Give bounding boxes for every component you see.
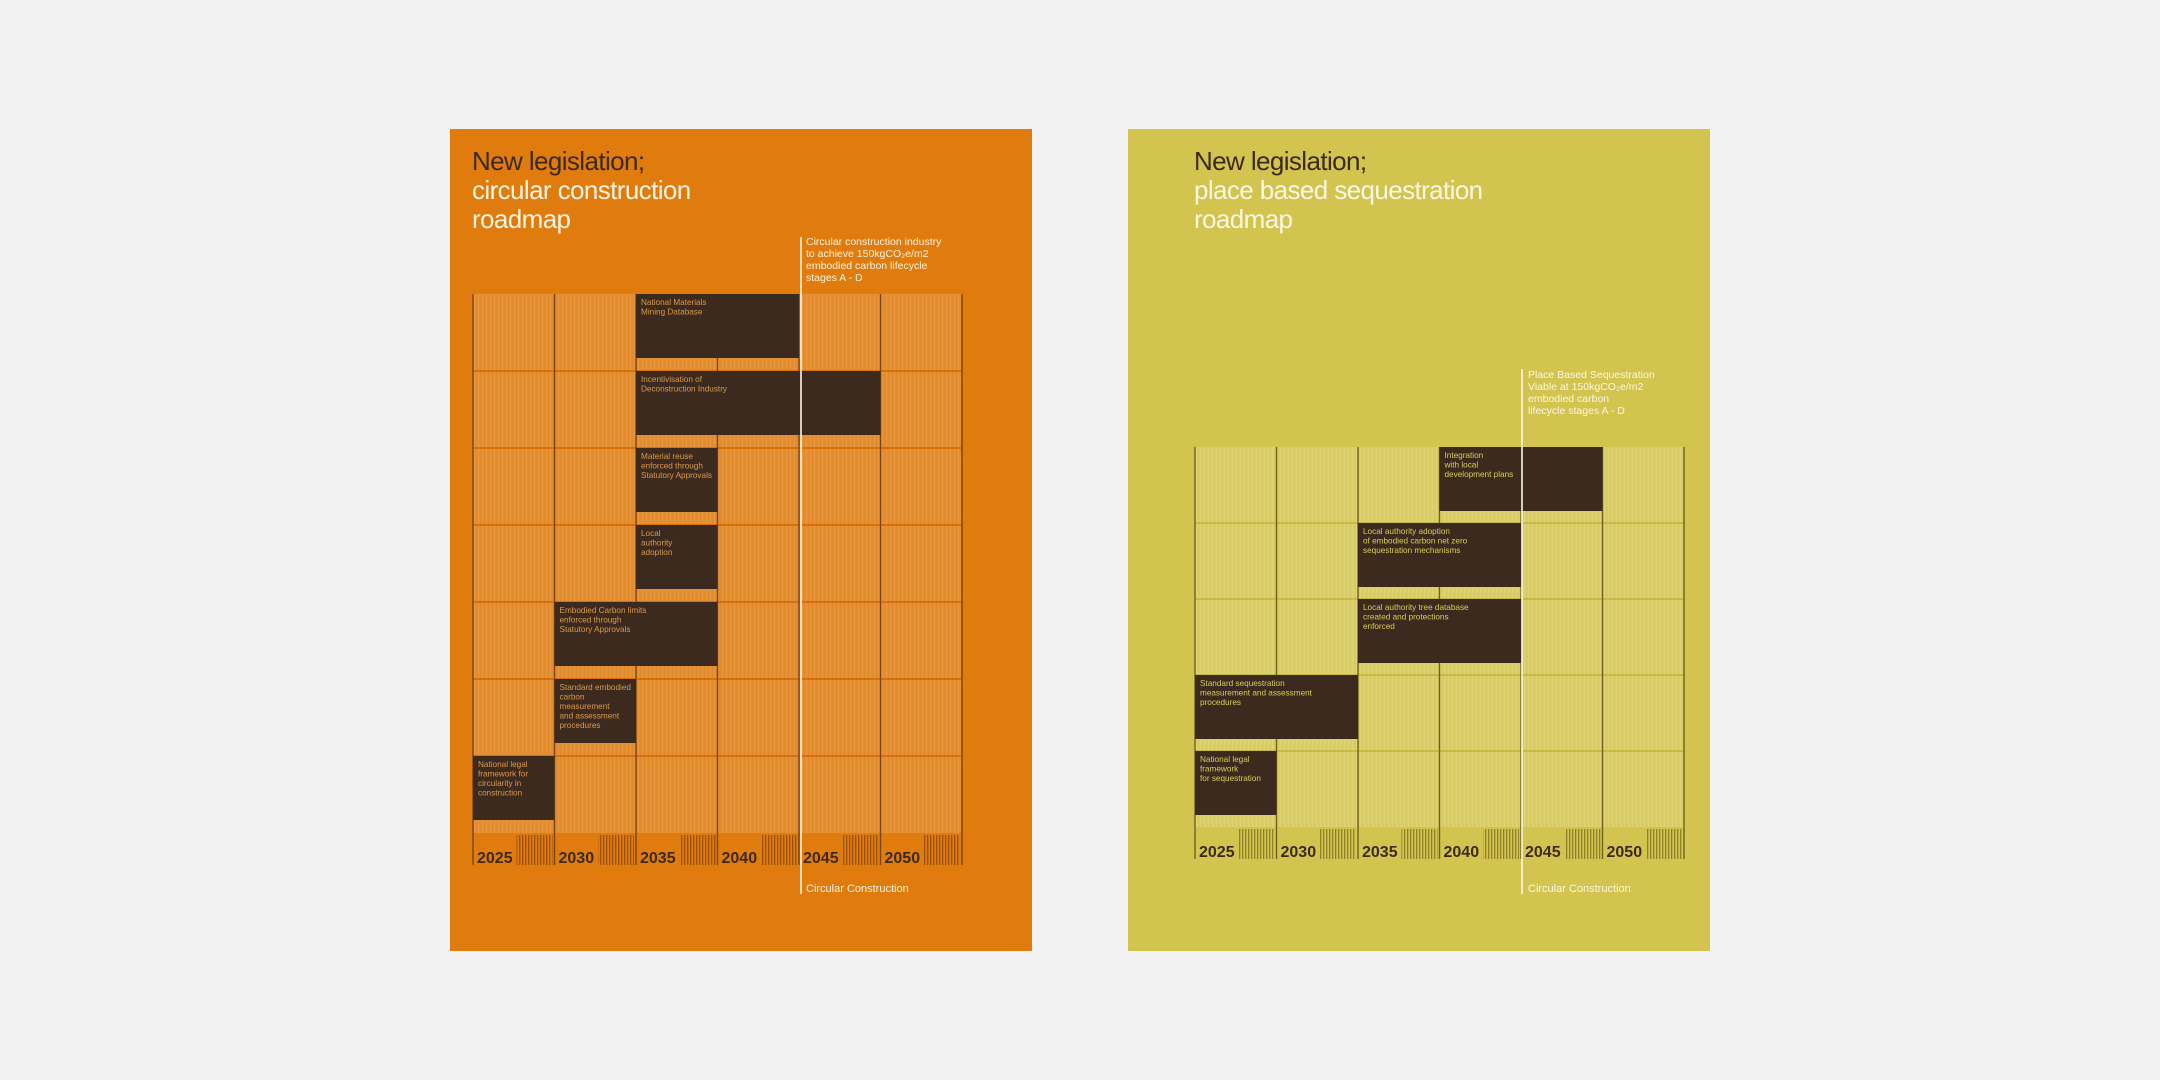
bar-label: Local authority tree database: [1363, 603, 1469, 612]
roadmap-bar: [1195, 751, 1277, 815]
roadmap-bar: [636, 448, 718, 512]
year-hatch: [1646, 829, 1682, 859]
year-label: 2025: [477, 850, 513, 867]
year-hatch: [924, 835, 960, 865]
year-label: 2030: [1281, 844, 1317, 861]
year-label: 2045: [1525, 844, 1561, 861]
bar-label: circularity in: [478, 779, 522, 788]
roadmap-bar: [473, 756, 555, 820]
year-hatch: [1483, 829, 1519, 859]
bar-label: measurement: [560, 702, 611, 711]
roadmap-bar: [554, 602, 718, 666]
title-line-1: New legislation;: [1194, 146, 1367, 176]
year-hatch: [842, 835, 879, 865]
year-label: 2050: [1607, 844, 1643, 861]
roadmap-bar: [1358, 599, 1521, 663]
roadmap-bar: [636, 294, 799, 358]
year-label: 2045: [803, 850, 839, 867]
year-label: 2035: [640, 850, 676, 867]
roadmap-chart: 2025 2030 2035 2040 2045 2050 National Materia…: [472, 237, 963, 894]
bar-label: procedures: [560, 721, 601, 730]
bar-label: Local authority adoption: [1363, 527, 1450, 536]
title-line-3: roadmap: [1194, 204, 1293, 234]
year-hatch: [1401, 829, 1438, 859]
bar-label: Statutory Approvals: [560, 625, 631, 634]
bar-label: Incentivisation of: [641, 375, 703, 384]
bar-label: for sequestration: [1200, 774, 1261, 783]
bar-label: development plans: [1445, 470, 1514, 479]
bar-label: carbon: [560, 693, 585, 702]
bar-label: and assessment: [560, 712, 620, 721]
title-line-2: circular construction: [472, 175, 691, 205]
bar-label: Deconstruction Industry: [641, 385, 728, 394]
bar-label: with local: [1444, 461, 1479, 470]
year-hatch: [679, 835, 716, 865]
year-label: 2025: [1199, 844, 1235, 861]
roadmap-bar: [554, 679, 636, 743]
title-line-1: New legislation;: [472, 146, 645, 176]
milestone-note-line: embodied carbon lifecycle: [806, 260, 928, 272]
year-label: 2040: [1444, 844, 1480, 861]
poster-place-based-sequestration: New legislation; place based sequestrati…: [1128, 129, 1710, 951]
year-hatch: [516, 835, 553, 865]
bar-label: Statutory Approvals: [641, 471, 712, 480]
milestone-note-line: Place Based Sequestration: [1528, 369, 1655, 381]
bar-label: Integration: [1445, 451, 1484, 460]
bar-label: enforced: [1363, 622, 1395, 631]
bar-label: Standard sequestration: [1200, 679, 1285, 688]
bar-label: authority: [641, 539, 673, 548]
bar-label: of embodied carbon net zero: [1363, 537, 1468, 546]
roadmap-bar: [1439, 447, 1603, 511]
bar-label: enforced through: [641, 462, 703, 471]
bar-label: procedures: [1200, 698, 1241, 707]
year-label: 2030: [559, 850, 595, 867]
roadmap-chart: 2025 2030 2035 2040 2045 2050 Integrationwith …: [1194, 369, 1685, 894]
roadmap-bar: [1195, 675, 1358, 739]
milestone-footer-label: Circular Construction: [806, 883, 909, 895]
year-hatch: [598, 835, 634, 865]
bar-label: National Materials: [641, 298, 707, 307]
milestone-note-line: Circular construction industry: [806, 236, 942, 248]
bar-label: Mining Database: [641, 308, 703, 317]
bar-label: National legal: [478, 760, 528, 769]
milestone-note-line: stages A - D: [806, 272, 863, 284]
bar-label: Standard embodied: [560, 683, 632, 692]
poster-title: New legislation; circular construction r…: [472, 147, 691, 234]
bar-label: construction: [478, 789, 523, 798]
milestone-note-line: embodied carbon: [1528, 393, 1610, 405]
poster-circular-construction: New legislation; circular construction r…: [450, 129, 1032, 951]
bar-label: measurement and assessment: [1200, 689, 1313, 698]
year-hatch: [1564, 829, 1601, 859]
year-label: 2040: [722, 850, 758, 867]
year-hatch: [761, 835, 797, 865]
milestone-footer-label: Circular Construction: [1528, 883, 1631, 895]
bar-label: National legal: [1200, 755, 1250, 764]
year-label: 2035: [1362, 844, 1398, 861]
bar-label: Material reuse: [641, 452, 693, 461]
year-hatch: [1320, 829, 1356, 859]
year-hatch: [1238, 829, 1275, 859]
bar-label: adoption: [641, 548, 673, 557]
milestone-note: Circular construction industry to achiev…: [806, 236, 941, 284]
milestone-note-line: Viable at 150kgCO₂e/m2: [1528, 381, 1644, 393]
bar-label: enforced through: [560, 616, 622, 625]
year-label: 2050: [885, 850, 921, 867]
title-line-3: roadmap: [472, 204, 571, 234]
title-line-2: place based sequestration: [1194, 175, 1483, 205]
bar-label: created and protections: [1363, 613, 1449, 622]
roadmap-bar: [636, 371, 881, 435]
milestone-note: Place Based Sequestration Viable at 150k…: [1528, 369, 1655, 417]
bar-label: Local: [641, 529, 661, 538]
bar-label: sequestration mechanisms: [1363, 546, 1460, 555]
bar-label: Embodied Carbon limits: [560, 606, 647, 615]
bar-label: framework: [1200, 765, 1239, 774]
milestone-note-line: lifecycle stages A - D: [1528, 405, 1625, 417]
poster-title: New legislation; place based sequestrati…: [1194, 147, 1483, 234]
roadmap-bar: [636, 525, 718, 589]
roadmap-bar: [1358, 523, 1521, 587]
milestone-note-line: to achieve 150kgCO₂e/m2: [806, 248, 929, 260]
bar-label: framework for: [478, 770, 528, 779]
